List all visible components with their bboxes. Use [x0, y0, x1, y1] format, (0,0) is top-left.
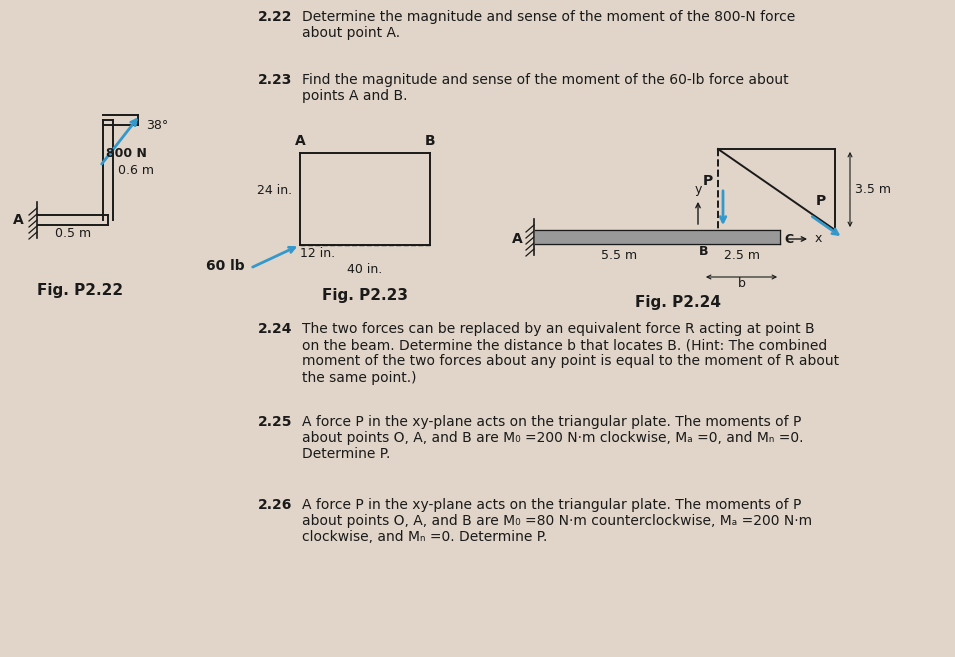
Text: 24 in.: 24 in.: [257, 185, 292, 198]
Text: x: x: [815, 233, 822, 246]
Text: P: P: [703, 174, 713, 188]
Text: 38°: 38°: [146, 119, 168, 132]
Text: P: P: [816, 194, 826, 208]
Text: A force P in the xy-plane acts on the triangular plate. The moments of P
about p: A force P in the xy-plane acts on the tr…: [302, 498, 812, 545]
Text: 2.25: 2.25: [258, 415, 292, 429]
Text: 2.22: 2.22: [258, 10, 292, 24]
Text: 2.23: 2.23: [258, 73, 292, 87]
Text: 800 N: 800 N: [106, 147, 147, 160]
Text: 12 in.: 12 in.: [301, 247, 335, 260]
Text: 3.5 m: 3.5 m: [855, 183, 891, 196]
Text: y: y: [694, 183, 702, 196]
Text: 0.5 m: 0.5 m: [55, 227, 91, 240]
Text: Determine the magnitude and sense of the moment of the 800-N force
about point A: Determine the magnitude and sense of the…: [302, 10, 796, 40]
Text: B: B: [425, 134, 435, 148]
Bar: [535, 230, 780, 244]
Text: A force P in the xy-plane acts on the triangular plate. The moments of P
about p: A force P in the xy-plane acts on the tr…: [302, 415, 803, 461]
Text: A: A: [13, 213, 24, 227]
Text: 2.5 m: 2.5 m: [724, 249, 759, 262]
Text: A: A: [295, 134, 306, 148]
Text: Find the magnitude and sense of the moment of the 60-lb force about
points A and: Find the magnitude and sense of the mome…: [302, 73, 789, 103]
Text: 2.26: 2.26: [258, 498, 292, 512]
Text: 40 in.: 40 in.: [348, 263, 383, 276]
Text: B: B: [699, 245, 709, 258]
Text: The two forces can be replaced by an equivalent force R acting at point B
on the: The two forces can be replaced by an equ…: [302, 322, 839, 384]
Text: 0.6 m: 0.6 m: [118, 164, 154, 177]
Text: C: C: [784, 233, 793, 246]
Text: 2.24: 2.24: [258, 322, 292, 336]
Text: Fig. P2.24: Fig. P2.24: [634, 295, 720, 310]
Text: b: b: [737, 277, 746, 290]
Text: 5.5 m: 5.5 m: [601, 249, 637, 262]
Text: A: A: [512, 232, 522, 246]
Text: Fig. P2.23: Fig. P2.23: [322, 288, 408, 303]
Text: 60 lb: 60 lb: [205, 260, 244, 273]
Text: Fig. P2.22: Fig. P2.22: [37, 283, 123, 298]
